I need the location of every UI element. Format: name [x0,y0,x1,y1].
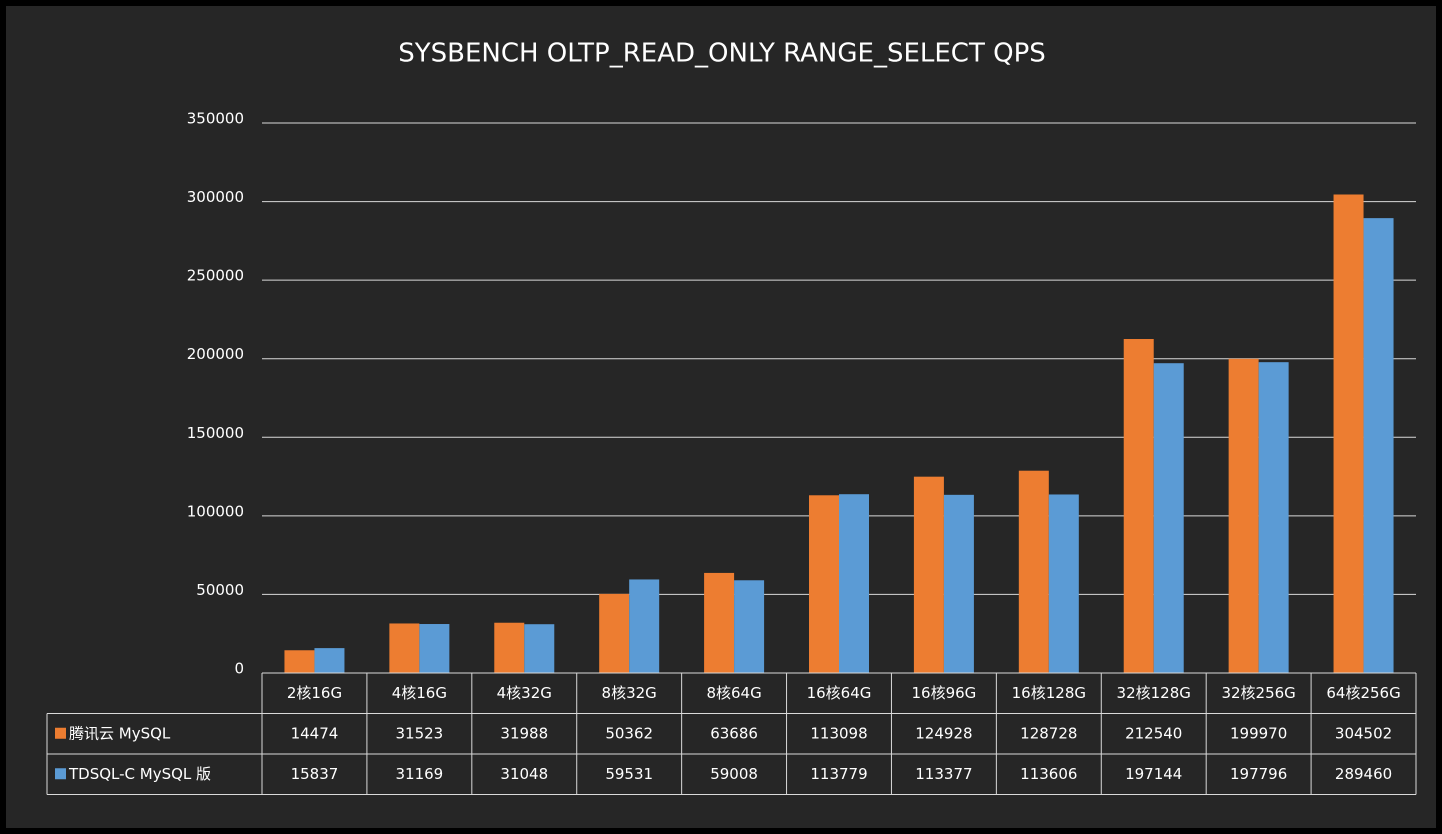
x-tick-label: 16核96G [912,684,977,702]
table-value: 113606 [1020,765,1077,783]
table-value: 289460 [1335,765,1392,783]
table-value: 59008 [710,765,758,783]
chart-title: SYSBENCH OLTP_READ_ONLY RANGE_SELECT QPS [398,39,1046,69]
bar [1258,362,1289,673]
table-value: 197144 [1125,765,1182,783]
bar [494,622,525,673]
table-value: 63686 [710,724,758,742]
x-tick-label: 16核128G [1012,684,1086,702]
bar [734,580,765,673]
bar [1333,194,1364,673]
y-tick-label: 350000 [187,110,244,128]
x-tick-label: 32核128G [1117,684,1191,702]
y-tick-label: 0 [234,660,244,678]
table-value: 212540 [1125,724,1182,742]
table-value: 14474 [291,724,339,742]
table-value: 15837 [291,765,339,783]
table-value: 31048 [500,765,548,783]
legend-swatch [55,768,66,780]
y-tick-label: 250000 [187,267,244,285]
x-tick-label: 4核16G [392,684,447,702]
bar [629,579,660,673]
y-tick-label: 100000 [187,502,244,520]
x-tick-label: 2核16G [287,684,342,702]
x-tick-label: 16核64G [807,684,872,702]
table-value: 113377 [915,765,972,783]
x-tick-label: 8核64G [706,684,761,702]
y-tick-label: 50000 [196,581,244,599]
table-value: 59531 [605,765,653,783]
x-tick-label: 4核32G [497,684,552,702]
bar [1018,470,1049,673]
bar [389,623,420,673]
bar [1048,494,1079,673]
x-tick-label: 32核256G [1221,684,1295,702]
table-value: 31169 [396,765,444,783]
table-value: 128728 [1020,724,1077,742]
legend-label: 腾讯云 MySQL [69,724,171,742]
bar [1153,363,1184,673]
bar [809,495,839,673]
bar [1123,339,1154,673]
table-value: 199970 [1230,724,1287,742]
bar [1228,358,1259,673]
table-value: 113779 [810,765,867,783]
chart-background [6,6,1436,828]
bar [943,494,974,673]
table-value: 50362 [605,724,653,742]
table-value: 31988 [500,724,548,742]
bar [314,648,345,673]
bar [839,494,869,673]
bar [1363,218,1394,674]
bar [419,624,450,673]
table-value: 197796 [1230,765,1287,783]
bar [284,650,315,673]
legend-swatch [55,727,66,739]
y-tick-label: 200000 [187,345,244,363]
table-value: 31523 [396,724,444,742]
y-tick-label: 300000 [187,188,244,206]
legend-label: TDSQL-C MySQL 版 [68,765,211,783]
bar [599,593,630,673]
x-tick-label: 64核256G [1326,684,1400,702]
bar [704,572,735,673]
table-value: 124928 [915,724,972,742]
bar [913,476,944,673]
table-value: 304502 [1335,724,1392,742]
bar [524,624,555,673]
x-tick-label: 8核32G [602,684,657,702]
table-value: 113098 [810,724,867,742]
y-tick-label: 150000 [187,424,244,442]
